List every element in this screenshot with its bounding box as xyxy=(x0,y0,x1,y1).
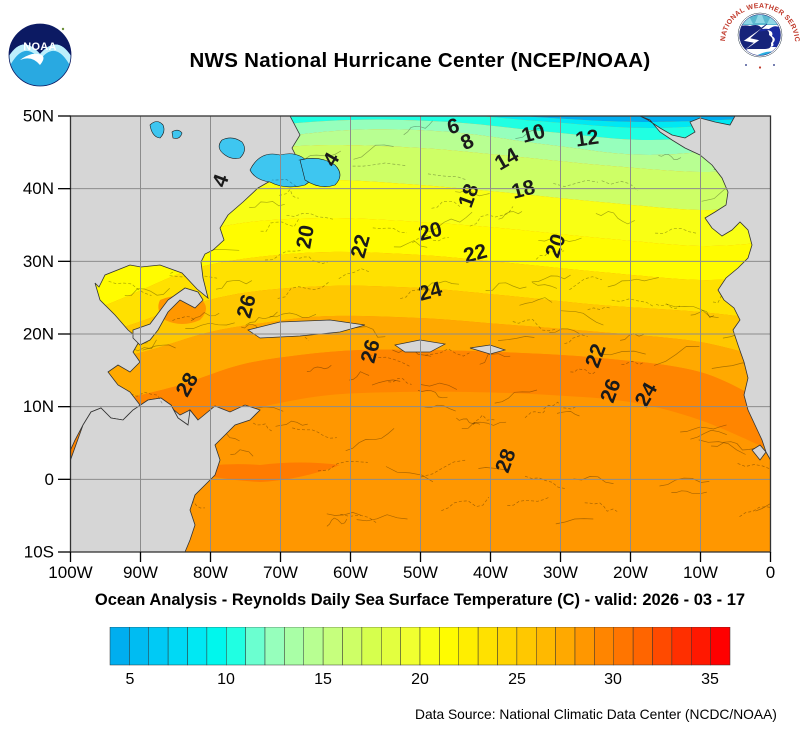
svg-text:50W: 50W xyxy=(403,563,438,582)
svg-text:10S: 10S xyxy=(24,543,54,562)
svg-text:30W: 30W xyxy=(543,563,578,582)
svg-text:10: 10 xyxy=(217,671,235,688)
svg-text:30: 30 xyxy=(604,671,622,688)
svg-text:50N: 50N xyxy=(23,107,54,126)
svg-text:100W: 100W xyxy=(48,563,92,582)
svg-text:0: 0 xyxy=(45,470,54,489)
svg-text:20W: 20W xyxy=(613,563,648,582)
svg-text:70W: 70W xyxy=(263,563,298,582)
svg-text:40N: 40N xyxy=(23,179,54,198)
svg-text:25: 25 xyxy=(508,671,526,688)
svg-text:40W: 40W xyxy=(473,563,508,582)
svg-text:12: 12 xyxy=(574,126,600,152)
svg-text:15: 15 xyxy=(314,671,332,688)
svg-text:20: 20 xyxy=(411,671,429,688)
svg-text:60W: 60W xyxy=(333,563,368,582)
svg-text:0: 0 xyxy=(766,563,775,582)
svg-text:10W: 10W xyxy=(683,563,718,582)
svg-text:10N: 10N xyxy=(23,397,54,416)
svg-text:80W: 80W xyxy=(193,563,228,582)
svg-text:30N: 30N xyxy=(23,252,54,271)
svg-text:20N: 20N xyxy=(23,325,54,344)
svg-text:35: 35 xyxy=(701,671,719,688)
svg-text:90W: 90W xyxy=(123,563,158,582)
svg-text:20: 20 xyxy=(292,223,319,250)
svg-text:5: 5 xyxy=(126,671,135,688)
